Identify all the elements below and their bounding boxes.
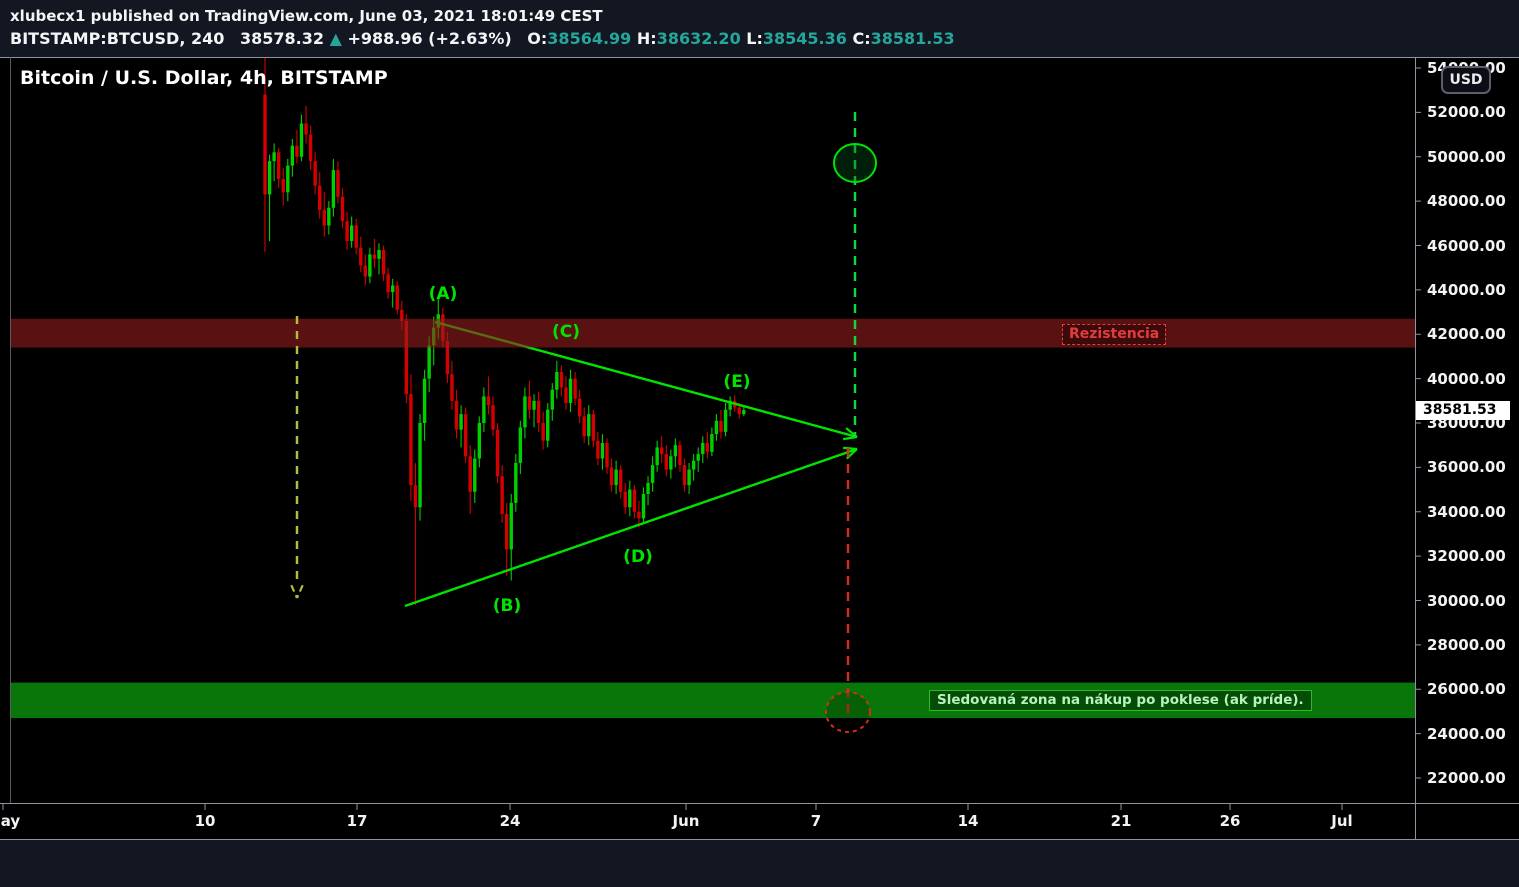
low-value: 38545.36 <box>762 29 847 48</box>
open-value: 38564.99 <box>547 29 632 48</box>
time-axis-label: 14 <box>957 812 979 830</box>
wave-label-c: (C) <box>551 322 581 342</box>
high-value: 38632.20 <box>656 29 741 48</box>
close-label: C: <box>852 29 871 48</box>
wave-label-a: (A) <box>428 284 458 304</box>
wave-label-d: (D) <box>623 547 653 567</box>
open-label: O: <box>527 29 548 48</box>
current-price-tag: 38581.53 <box>1416 401 1510 421</box>
price-axis-label: 22000.00 <box>1427 769 1506 787</box>
symbol-name: BITSTAMP:BTCUSD, 240 <box>10 29 225 48</box>
last-price: 38578.32 <box>239 29 324 48</box>
price-axis-label: 28000.00 <box>1427 635 1506 654</box>
triangle-lower <box>404 447 858 608</box>
price-axis-label: 32000.00 <box>1427 547 1506 566</box>
high-label: H: <box>636 29 657 48</box>
time-axis-label: 17 <box>346 812 368 830</box>
target-top <box>833 143 877 183</box>
price-axis-label: 24000.00 <box>1427 724 1506 743</box>
price-axis-label: 48000.00 <box>1427 192 1506 211</box>
close-value: 38581.53 <box>870 29 955 48</box>
currency-toggle-button[interactable]: USD <box>1441 66 1491 94</box>
low-label: L: <box>746 29 763 48</box>
chart-title: Bitcoin / U.S. Dollar, 4h, BITSTAMP <box>20 67 388 89</box>
price-axis-label: 46000.00 <box>1427 236 1506 255</box>
price-axis-label: 36000.00 <box>1427 458 1506 477</box>
zone-resistance <box>10 318 1415 348</box>
wave-label-b: (B) <box>492 596 522 616</box>
chart-canvas[interactable] <box>0 57 1519 840</box>
time-axis-label: Jun <box>672 812 700 830</box>
price-axis-label: 26000.00 <box>1427 680 1506 699</box>
symbol-info: BITSTAMP:BTCUSD, 240 38578.32 ▲ +988.96 … <box>10 29 955 48</box>
time-axis-label: May <box>0 812 21 830</box>
header: xlubecx1 published on TradingView.com, J… <box>0 0 1519 57</box>
time-axis-label: Jul <box>1331 812 1353 830</box>
price-axis-label: 34000.00 <box>1427 502 1506 521</box>
time-axis-label: 21 <box>1110 812 1132 830</box>
buy-zone-label: Sledovaná zona na nákup po poklese (ak p… <box>929 690 1312 711</box>
price-axis-label: 52000.00 <box>1427 103 1506 122</box>
resistance-zone-label: Rezistencia <box>1062 324 1167 345</box>
price-axis-label: 42000.00 <box>1427 325 1506 344</box>
price-change: +988.96 (+2.63%) <box>347 29 512 48</box>
price-axis-label: 40000.00 <box>1427 369 1506 388</box>
up-arrow-icon: ▲ <box>329 29 342 48</box>
time-axis-label: 7 <box>810 812 822 830</box>
footer: TradingView <box>0 840 1519 887</box>
time-axis-label: 24 <box>499 812 521 830</box>
target-bottom <box>825 691 871 733</box>
price-axis-label: 50000.00 <box>1427 147 1506 166</box>
publish-info: xlubecx1 published on TradingView.com, J… <box>10 7 603 25</box>
price-axis-label: 44000.00 <box>1427 280 1506 299</box>
price-axis-label: 30000.00 <box>1427 591 1506 610</box>
time-axis-label: 26 <box>1219 812 1241 830</box>
wave-label-e: (E) <box>723 372 751 392</box>
time-axis-label: 10 <box>194 812 216 830</box>
